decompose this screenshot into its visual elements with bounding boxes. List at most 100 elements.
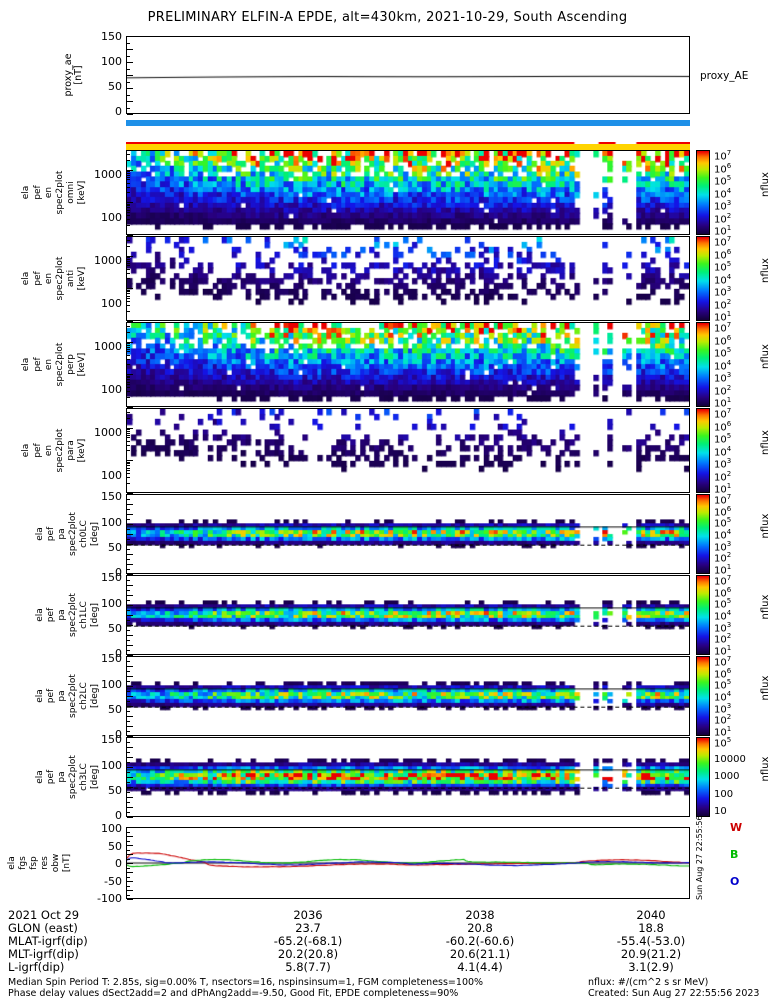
colorbar-tick: 102 [714, 383, 732, 397]
tick-glon: 18.8 [638, 921, 664, 935]
ytick: -50 [104, 875, 122, 888]
axis-tick [127, 291, 130, 293]
ylabel-line: spec2plot [55, 256, 65, 301]
axis-tick [127, 731, 130, 732]
colorbar-8 [696, 737, 710, 817]
axis-tick [127, 752, 130, 753]
axis-tick [127, 726, 133, 727]
axis-tick [127, 179, 130, 181]
panel-fgs-res [126, 827, 690, 899]
axis-tick [127, 620, 130, 621]
ylabel-stack: pef [33, 322, 44, 407]
axis-tick [127, 605, 133, 606]
ylabel-line: spec2plot [55, 428, 65, 473]
axis-tick [127, 341, 133, 343]
ylabel-line: [nT] [73, 65, 84, 85]
axis-tick [127, 600, 130, 601]
ytick: 100 [101, 759, 122, 772]
colorbar-tick: 104 [714, 528, 732, 542]
ylabel-line: pef [46, 526, 56, 542]
axis-tick [127, 519, 130, 520]
ylabel-stack: pa [57, 575, 68, 655]
colorbar-tick: 105 [714, 346, 732, 360]
axis-tick [127, 272, 130, 274]
ylabel-line: [nT] [62, 853, 72, 873]
colorbar-4 [696, 408, 710, 493]
axis-tick [127, 876, 130, 878]
ylabel-stack: spec2plot [55, 236, 66, 321]
colorbar-tick: 103 [714, 285, 732, 299]
tick-time: 2036 [293, 908, 323, 922]
colorbar-tick: 10 [714, 806, 727, 817]
axis-tick [127, 625, 133, 626]
ylabel-line: ela [35, 770, 45, 784]
axis-tick [127, 432, 130, 434]
colorbar-tick: 105 [714, 516, 732, 530]
tick-glon: 23.7 [295, 921, 321, 935]
axis-tick [127, 477, 130, 479]
axis-tick [127, 257, 130, 259]
proxy-ae-right-label: proxy_AE [700, 70, 749, 82]
ytick: 50 [108, 622, 122, 635]
colorbar-tick: 102 [714, 713, 732, 727]
axis-tick [127, 440, 130, 442]
axis-tick [127, 529, 130, 530]
axis-tick [127, 326, 130, 328]
ylabel-stack: pef [46, 494, 57, 574]
tick-mlat: -55.4(-53.0) [616, 934, 686, 948]
panel-proxy-ae-ylabel: proxy_ae [nT] [63, 36, 84, 114]
axis-tick [127, 255, 133, 257]
axis-tick [127, 564, 133, 565]
axis-tick [127, 358, 130, 360]
axis-tick [127, 55, 130, 57]
ylabel-stack: pef [33, 150, 44, 235]
axis-tick [127, 192, 130, 194]
ylabel-stack: para [66, 408, 77, 493]
axis-tick [127, 716, 133, 717]
ylabel-line: en [44, 186, 54, 199]
ylabel-stack: spec2plot [55, 322, 66, 407]
ylabel-stack: [deg] [90, 737, 101, 817]
axis-tick [127, 706, 133, 707]
ylabel-stack: ela [21, 236, 32, 321]
colorbar-tick: 107 [714, 407, 732, 421]
axis-tick [127, 574, 133, 575]
axis-tick [127, 762, 130, 763]
axis-tick [127, 384, 130, 386]
colorbar-6 [696, 575, 710, 655]
ylabel-line: ela [35, 608, 45, 622]
colorbar-tick: 104 [714, 690, 732, 704]
axis-tick [127, 75, 133, 76]
ylabel-line: spec2plot [68, 512, 78, 556]
ytick: 100 [101, 297, 122, 310]
axis-tick [127, 265, 130, 267]
ytick: 100 [101, 678, 122, 691]
ylabel-line: pa [57, 690, 67, 702]
ylabel-stack: omni [66, 150, 77, 235]
axis-tick [127, 169, 133, 171]
axis-tick [127, 747, 133, 748]
tick-mlat: -60.2(-60.6) [445, 934, 515, 948]
ylabel-line: pa [57, 771, 67, 783]
axis-tick [127, 630, 130, 631]
axis-tick [127, 840, 130, 842]
colorbar-tick: 107 [714, 574, 732, 588]
panel-proxy-ae [126, 36, 690, 114]
bottom-row-label-mlt: MLT-igrf(dip) [8, 947, 79, 961]
axis-tick [127, 483, 130, 485]
axis-tick [127, 374, 133, 376]
ylabel-stack: [deg] [90, 575, 101, 655]
ylabel-stack: perp [66, 322, 77, 407]
panel-en-para [126, 408, 690, 493]
ylabel-line: spec2plot [55, 170, 65, 215]
axis-tick [127, 473, 130, 475]
axis-tick [127, 524, 133, 525]
axis-tick [127, 686, 133, 687]
axis-tick [127, 258, 130, 260]
tick-mlat: -65.2(-68.1) [273, 934, 343, 948]
ylabel-stack: pef [46, 737, 57, 817]
ytick: 150 [101, 571, 122, 584]
panel-en-perp [126, 322, 690, 407]
colorbar-tick: 101 [714, 224, 732, 238]
ylabel-stack: pef [33, 236, 44, 321]
